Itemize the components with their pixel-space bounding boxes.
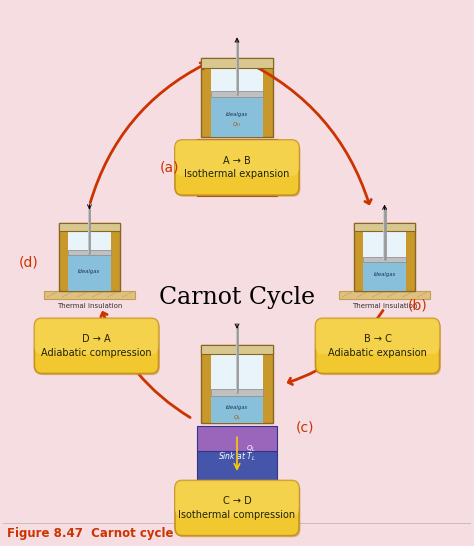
FancyArrowPatch shape: [90, 63, 205, 203]
FancyBboxPatch shape: [197, 426, 277, 451]
Text: Idealgas: Idealgas: [226, 112, 248, 117]
FancyBboxPatch shape: [176, 482, 301, 537]
Bar: [363, 262, 407, 290]
Text: (b): (b): [408, 299, 427, 312]
Text: $Q_L$: $Q_L$: [246, 444, 255, 454]
Text: $Q_L$: $Q_L$: [233, 413, 241, 422]
Text: D → A
Adiabatic compression: D → A Adiabatic compression: [41, 334, 152, 358]
FancyBboxPatch shape: [339, 290, 430, 299]
Text: Idealgas: Idealgas: [374, 272, 396, 277]
FancyBboxPatch shape: [175, 480, 299, 516]
Bar: [67, 250, 111, 256]
FancyArrowPatch shape: [288, 311, 383, 384]
FancyBboxPatch shape: [59, 223, 120, 231]
Text: Idealgas: Idealgas: [78, 269, 100, 274]
FancyBboxPatch shape: [201, 345, 273, 423]
FancyBboxPatch shape: [211, 58, 263, 136]
Bar: [211, 395, 263, 423]
FancyBboxPatch shape: [197, 139, 277, 144]
Bar: [211, 389, 263, 395]
FancyBboxPatch shape: [197, 139, 277, 196]
Bar: [211, 97, 263, 136]
Text: C → D
Isothermal compression: C → D Isothermal compression: [178, 496, 296, 520]
FancyBboxPatch shape: [44, 290, 135, 299]
Text: $Q_H$: $Q_H$: [232, 120, 242, 129]
Bar: [363, 223, 407, 257]
FancyBboxPatch shape: [35, 318, 158, 373]
Text: B → C
Adiabatic expansion: B → C Adiabatic expansion: [328, 334, 427, 358]
Text: (c): (c): [296, 420, 314, 434]
FancyBboxPatch shape: [316, 318, 439, 373]
Bar: [211, 345, 263, 389]
Bar: [67, 256, 111, 290]
FancyBboxPatch shape: [363, 223, 407, 290]
Text: A → B
Isothermal expansion: A → B Isothermal expansion: [184, 156, 290, 179]
FancyArrowPatch shape: [244, 61, 371, 204]
Text: Thermal insulation: Thermal insulation: [57, 303, 122, 309]
FancyBboxPatch shape: [201, 345, 273, 354]
FancyBboxPatch shape: [317, 320, 441, 375]
FancyArrowPatch shape: [101, 312, 190, 418]
FancyBboxPatch shape: [175, 480, 299, 536]
FancyBboxPatch shape: [35, 318, 158, 354]
Text: Thermal insulation: Thermal insulation: [352, 303, 417, 309]
FancyBboxPatch shape: [197, 451, 277, 482]
Bar: [211, 58, 263, 91]
Bar: [363, 257, 407, 262]
Text: Carnot Cycle: Carnot Cycle: [159, 286, 315, 309]
FancyBboxPatch shape: [67, 223, 111, 290]
FancyBboxPatch shape: [354, 223, 415, 231]
FancyBboxPatch shape: [354, 223, 415, 290]
FancyBboxPatch shape: [201, 58, 273, 136]
FancyBboxPatch shape: [175, 140, 299, 176]
Text: (a): (a): [159, 161, 179, 175]
Text: Figure 8.47  Carnot cycle: Figure 8.47 Carnot cycle: [8, 527, 174, 540]
FancyBboxPatch shape: [211, 345, 263, 423]
Text: Source at $T_H$: Source at $T_H$: [212, 164, 262, 177]
Text: Sink at $T_L$: Sink at $T_L$: [218, 450, 256, 463]
Text: Idealgas: Idealgas: [226, 405, 248, 411]
Bar: [67, 223, 111, 250]
FancyBboxPatch shape: [176, 141, 301, 197]
Text: $Q_H$: $Q_H$: [246, 145, 257, 155]
FancyBboxPatch shape: [316, 318, 439, 354]
FancyBboxPatch shape: [175, 140, 299, 195]
Bar: [211, 91, 263, 97]
FancyBboxPatch shape: [201, 58, 273, 68]
FancyBboxPatch shape: [36, 320, 160, 375]
Text: (d): (d): [18, 255, 38, 269]
FancyBboxPatch shape: [59, 223, 120, 290]
